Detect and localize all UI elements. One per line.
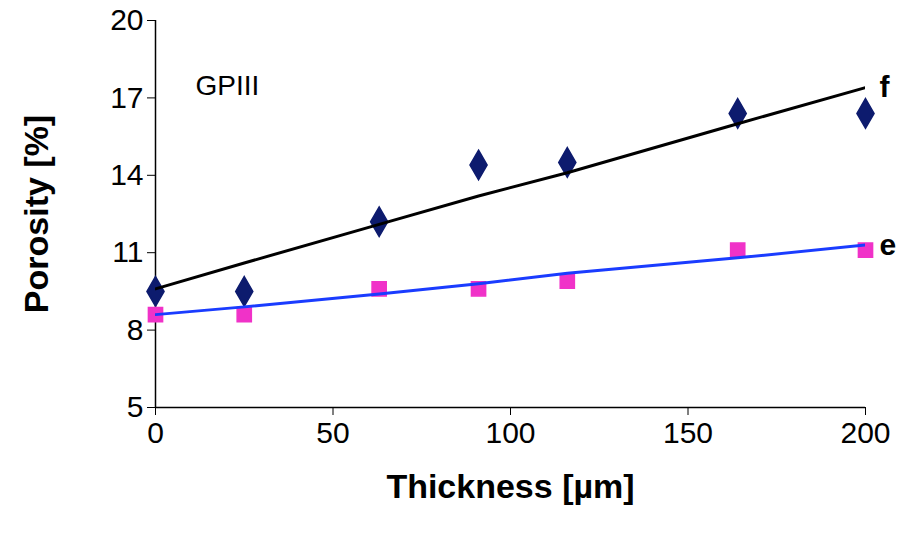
svg-text:50: 50 — [316, 416, 349, 449]
svg-text:100: 100 — [485, 416, 535, 449]
svg-text:e: e — [880, 228, 897, 261]
svg-text:8: 8 — [127, 313, 144, 346]
svg-text:150: 150 — [663, 416, 713, 449]
svg-text:GPIII: GPIII — [196, 70, 260, 101]
svg-text:Porosity [%]: Porosity [%] — [17, 115, 55, 313]
svg-text:14: 14 — [110, 158, 143, 191]
svg-text:17: 17 — [110, 81, 143, 114]
svg-text:5: 5 — [127, 390, 144, 423]
svg-text:0: 0 — [147, 416, 164, 449]
svg-text:11: 11 — [112, 235, 143, 268]
svg-text:200: 200 — [840, 416, 890, 449]
svg-text:20: 20 — [110, 3, 143, 36]
svg-text:f: f — [880, 70, 891, 103]
svg-text:Thickness [µm]: Thickness [µm] — [386, 467, 634, 505]
